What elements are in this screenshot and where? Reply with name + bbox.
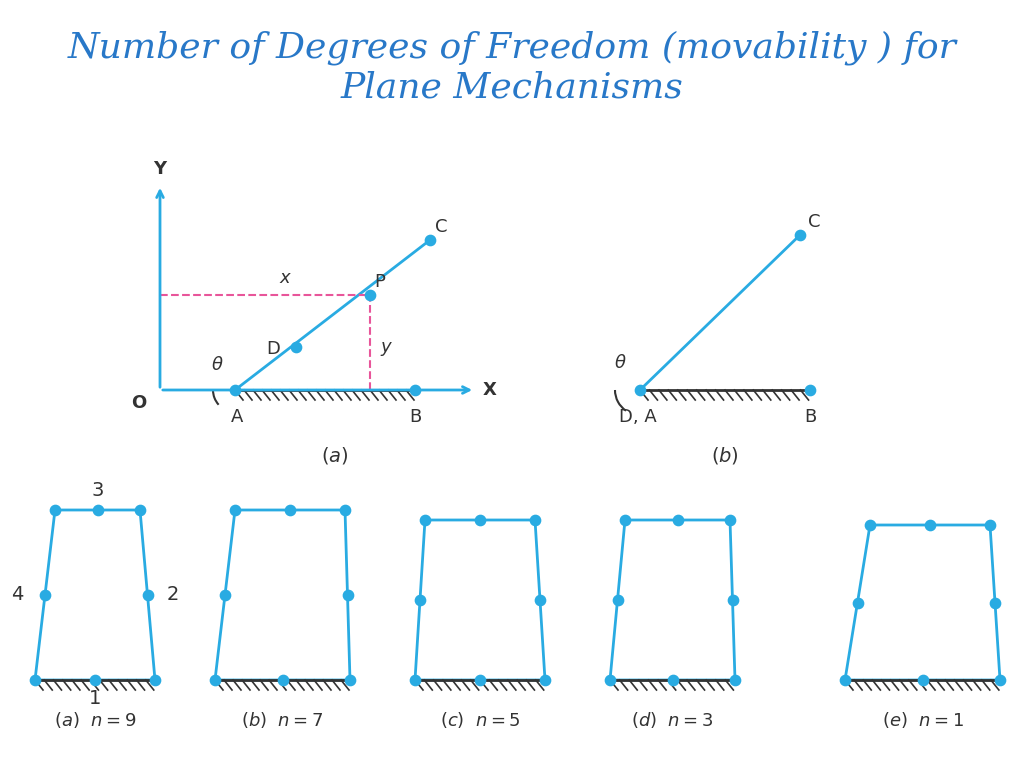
Text: $(b)$: $(b)$ bbox=[711, 445, 739, 466]
Point bbox=[207, 674, 223, 686]
Point bbox=[422, 233, 438, 246]
Point bbox=[537, 674, 553, 686]
Text: O: O bbox=[131, 394, 146, 412]
Point bbox=[670, 514, 686, 526]
Text: $(d)$  $n = 3$: $(d)$ $n = 3$ bbox=[631, 710, 714, 730]
Point bbox=[412, 594, 428, 606]
Point bbox=[47, 504, 63, 516]
Text: X: X bbox=[483, 381, 497, 399]
Point bbox=[602, 674, 618, 686]
Text: P: P bbox=[374, 273, 385, 291]
Point bbox=[922, 519, 938, 531]
Text: $(a)$  $n = 9$: $(a)$ $n = 9$ bbox=[54, 710, 136, 730]
Text: C: C bbox=[808, 213, 820, 231]
Point bbox=[407, 384, 423, 396]
Text: B: B bbox=[409, 408, 421, 426]
Point bbox=[609, 594, 626, 606]
Text: $\theta$: $\theta$ bbox=[211, 356, 223, 374]
Text: D: D bbox=[266, 340, 280, 358]
Point bbox=[37, 589, 53, 601]
Point bbox=[982, 519, 998, 531]
Text: D, A: D, A bbox=[620, 408, 656, 426]
Point bbox=[526, 514, 543, 526]
Text: Y: Y bbox=[154, 160, 167, 178]
Point bbox=[632, 384, 648, 396]
Point bbox=[339, 589, 355, 601]
Point bbox=[226, 504, 243, 516]
Point bbox=[226, 384, 243, 396]
Point bbox=[992, 674, 1009, 686]
Point bbox=[288, 341, 304, 353]
Text: $(e)$  $n = 1$: $(e)$ $n = 1$ bbox=[882, 710, 964, 730]
Point bbox=[837, 674, 853, 686]
Point bbox=[531, 594, 548, 606]
Point bbox=[139, 589, 156, 601]
Point bbox=[665, 674, 681, 686]
Point bbox=[616, 514, 633, 526]
Text: y: y bbox=[380, 339, 390, 356]
Point bbox=[849, 597, 865, 609]
Point bbox=[27, 674, 43, 686]
Point bbox=[146, 674, 163, 686]
Point bbox=[472, 514, 488, 526]
Point bbox=[802, 384, 818, 396]
Point bbox=[417, 514, 433, 526]
Point bbox=[361, 289, 378, 301]
Point bbox=[724, 594, 740, 606]
Text: 2: 2 bbox=[167, 585, 179, 604]
Text: Number of Degrees of Freedom (movability ) for: Number of Degrees of Freedom (movability… bbox=[68, 31, 956, 65]
Text: x: x bbox=[280, 269, 291, 287]
Point bbox=[342, 674, 358, 686]
Text: Plane Mechanisms: Plane Mechanisms bbox=[341, 71, 683, 105]
Point bbox=[472, 674, 488, 686]
Point bbox=[274, 674, 291, 686]
Point bbox=[914, 674, 931, 686]
Text: 1: 1 bbox=[89, 688, 101, 707]
Point bbox=[722, 514, 738, 526]
Point bbox=[407, 674, 423, 686]
Point bbox=[862, 519, 879, 531]
Text: B: B bbox=[804, 408, 816, 426]
Text: $(b)$  $n = 7$: $(b)$ $n = 7$ bbox=[242, 710, 324, 730]
Point bbox=[217, 589, 233, 601]
Point bbox=[727, 674, 743, 686]
Point bbox=[337, 504, 353, 516]
Text: $(a)$: $(a)$ bbox=[322, 445, 349, 466]
Point bbox=[89, 504, 105, 516]
Point bbox=[792, 229, 808, 241]
Text: 3: 3 bbox=[91, 481, 103, 499]
Text: $(c)$  $n = 5$: $(c)$ $n = 5$ bbox=[439, 710, 520, 730]
Text: $\theta$: $\theta$ bbox=[614, 354, 627, 372]
Text: A: A bbox=[230, 408, 243, 426]
Text: 4: 4 bbox=[11, 585, 24, 604]
Text: C: C bbox=[435, 218, 447, 236]
Point bbox=[282, 504, 298, 516]
Point bbox=[987, 597, 1004, 609]
Point bbox=[132, 504, 148, 516]
Point bbox=[87, 674, 103, 686]
